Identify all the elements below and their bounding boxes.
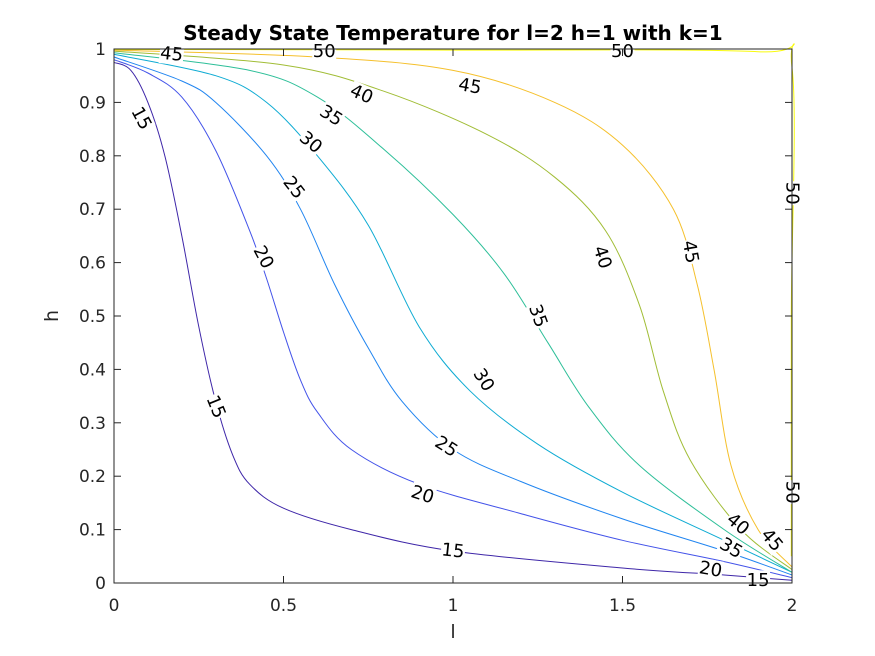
- contour-label-text: 25: [278, 172, 309, 203]
- contour-line-35: [113, 52, 793, 573]
- contour-label-background: [294, 127, 327, 158]
- contour-label-background: [722, 508, 754, 540]
- contour-label-45-17: 45: [158, 43, 185, 66]
- contour-label-background: [312, 41, 337, 62]
- contour-label-text: 50: [313, 41, 336, 62]
- y-axis-label: h: [41, 310, 63, 322]
- contour-label-text: 15: [126, 103, 155, 133]
- y-tick-label: 0.7: [79, 200, 106, 220]
- contour-label-text: 40: [589, 243, 616, 271]
- contour-line-50: [113, 43, 795, 557]
- y-tick-label: 0.4: [79, 360, 106, 380]
- contour-label-background: [315, 100, 347, 131]
- contour-label-15-2: 15: [440, 539, 466, 563]
- contour-label-text: 15: [747, 570, 770, 591]
- y-tick-label: 0.3: [79, 414, 106, 434]
- contour-label-40-14: 40: [346, 80, 377, 109]
- contour-label-background: [126, 103, 156, 134]
- y-tick-label: 0.5: [79, 307, 106, 327]
- axes-box: [113, 48, 793, 584]
- chart-title: Steady State Temperature for l=2 h=1 wit…: [183, 21, 722, 45]
- x-axis-label: l: [450, 621, 455, 643]
- contour-label-text: 45: [678, 239, 703, 265]
- contour-label-background: [440, 539, 466, 563]
- contour-label-text: 20: [408, 481, 436, 508]
- contour-label-background: [201, 391, 230, 422]
- contour-label-text: 40: [347, 80, 376, 109]
- contour-label-background: [524, 301, 552, 331]
- contour-line-25: [113, 56, 793, 576]
- contour-line-45: [113, 49, 793, 568]
- contour-label-background: [756, 524, 788, 556]
- contour-label-20-6: 20: [697, 557, 725, 582]
- contour-label-text: 30: [469, 365, 499, 396]
- contour-label-text: 35: [316, 101, 347, 131]
- contour-label-text: 15: [202, 392, 230, 421]
- contour-label-40-15: 40: [588, 242, 616, 272]
- contour-line-40: [113, 50, 793, 570]
- x-axis-ticks: 0 0.5 1 1.5 2: [109, 49, 798, 616]
- contour-label-background: [248, 242, 278, 273]
- contour-label-35-11: 35: [315, 100, 347, 131]
- contour-label-background: [430, 431, 462, 462]
- y-tick-label: 0.6: [79, 254, 106, 274]
- contour-label-text: 45: [457, 74, 483, 99]
- contour-line-20: [113, 59, 793, 579]
- contour-label-45-18: 45: [456, 74, 484, 99]
- contour-line-30: [113, 53, 793, 573]
- contour-line-15: [113, 61, 793, 581]
- contour-label-background: [456, 74, 484, 99]
- contour-label-text: 45: [756, 525, 787, 556]
- contour-label-30-9: 30: [294, 127, 327, 158]
- y-tick-label: 0.2: [79, 467, 106, 487]
- contour-label-50-21: 50: [312, 41, 337, 62]
- contour-label-background: [346, 80, 377, 109]
- contour-label-35-12: 35: [524, 301, 552, 331]
- y-tick-label: 1: [95, 40, 106, 60]
- contour-label-text: 35: [524, 302, 552, 331]
- contour-label-text: 30: [295, 127, 326, 158]
- y-tick-label: 0.9: [79, 93, 106, 113]
- contour-label-background: [697, 557, 725, 582]
- y-axis-ticks: 0 0.1 0.2 0.3 0.4 0.5 0.6 0.7 0.8 0.9 1: [79, 40, 792, 594]
- contour-label-25-7: 25: [278, 172, 309, 204]
- contour-label-background: [715, 533, 747, 563]
- contour-label-background: [746, 570, 771, 591]
- contour-label-background: [678, 238, 703, 266]
- contour-label-15-3: 15: [746, 570, 771, 591]
- plot-area: 1515151520202025253030353535404040454545…: [79, 40, 803, 616]
- contour-label-30-10: 30: [468, 364, 499, 396]
- contour-label-45-19: 45: [678, 238, 703, 266]
- contour-label-background: [278, 172, 309, 204]
- x-tick-label: 1.5: [609, 596, 636, 616]
- contour-label-background: [468, 364, 499, 396]
- contour-label-text: 20: [249, 242, 278, 272]
- y-tick-label: 0.1: [79, 521, 106, 541]
- contour-label-text: 20: [697, 557, 723, 582]
- contour-label-45-20: 45: [756, 524, 788, 556]
- contour-label-background: [407, 481, 438, 509]
- contour-label-20-5: 20: [407, 481, 438, 509]
- x-tick-label: 0.5: [270, 596, 297, 616]
- x-tick-label: 2: [787, 596, 798, 616]
- x-tick-label: 0: [109, 596, 120, 616]
- contour-label-background: [588, 242, 616, 272]
- contour-label-20-4: 20: [248, 242, 278, 273]
- contour-label-15-0: 15: [126, 103, 156, 134]
- y-tick-label: 0.8: [79, 147, 106, 167]
- contour-lines: [113, 43, 795, 581]
- contour-label-text: 15: [441, 539, 466, 562]
- x-tick-label: 1: [448, 596, 459, 616]
- contour-label-15-1: 15: [201, 391, 230, 422]
- contour-label-text: 45: [159, 43, 184, 66]
- y-tick-label: 0: [95, 574, 106, 594]
